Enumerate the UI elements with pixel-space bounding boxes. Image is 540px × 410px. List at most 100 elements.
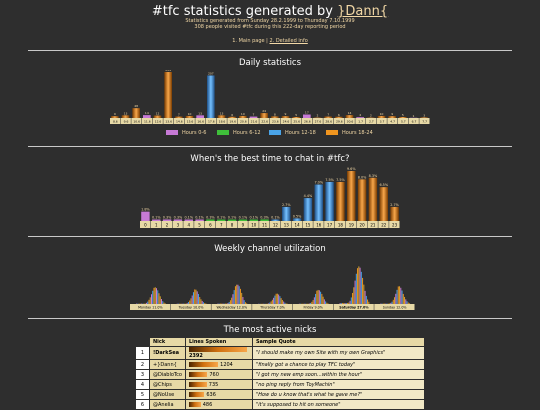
weekly-bar [326, 303, 327, 304]
daily-bar-label: 9 [114, 112, 116, 116]
nav-main-page[interactable]: 1. Main page [232, 38, 264, 44]
nav-detailed-info[interactable]: 2. Detailed info [269, 38, 307, 44]
weekly-bar [363, 285, 364, 304]
weekly-bar [314, 297, 315, 304]
weekly-bar [241, 293, 242, 304]
hourly-tick-label: 11 [262, 222, 268, 227]
hourly-tick-label: 4 [187, 222, 190, 227]
hourly-tick-label: 18 [338, 222, 344, 227]
hourly-bar-label: 8.3% [369, 174, 378, 178]
weekly-bar [351, 297, 352, 304]
hourly-bar-label: 7.5% [325, 178, 334, 182]
quote-cell: "I should make my own Site with my own G… [252, 347, 424, 360]
author-link[interactable]: }Dann{ [337, 4, 388, 19]
hourly-tick-label: 21 [370, 222, 376, 227]
lines-bar [189, 372, 207, 377]
daily-chart: 98.6139.64810.61411.61212.622413.6714.61… [110, 70, 430, 128]
hourly-tick-label: 15 [305, 222, 311, 227]
daily-tick-label: 7.7 [422, 120, 427, 124]
daily-bar [154, 116, 162, 118]
hourly-bar [271, 220, 279, 222]
daily-tick-label: 17.6 [208, 120, 215, 124]
lines-cell: 636 [185, 390, 252, 400]
rank-cell: 2 [136, 360, 150, 370]
rank-cell: 1 [136, 347, 150, 360]
weekly-bar [156, 288, 157, 304]
hourly-bar-label: 0.3% [174, 215, 183, 219]
daily-bar-label: 2 [317, 114, 319, 118]
hourly-bar-label: 0.1% [228, 216, 237, 220]
weekly-bar [150, 297, 151, 304]
weekly-bar [392, 302, 393, 304]
hourly-bar [163, 219, 171, 221]
hourly-bar-label: 0.1% [249, 216, 258, 220]
nick-cell: @NoUse [150, 390, 186, 400]
weekly-bar [366, 296, 367, 304]
weekly-bar [283, 302, 284, 304]
weekly-bar [360, 268, 361, 304]
weekly-bar [227, 303, 228, 304]
weekly-bar [189, 301, 190, 304]
hourly-bar [369, 178, 377, 221]
weekly-bar [325, 301, 326, 304]
daily-bar-label: 6 [231, 113, 233, 117]
weekly-bar [164, 303, 165, 304]
weekly-bar [403, 294, 404, 304]
legend-swatch-purple [166, 130, 178, 135]
daily-bar [111, 116, 119, 118]
weekly-bar [200, 299, 201, 304]
hourly-bar-label: 0.1% [195, 216, 204, 220]
hourly-bar-label: 4.4% [304, 194, 313, 198]
daily-bar [260, 113, 268, 118]
daily-bar-label: 4 [359, 113, 361, 117]
lines-value: 636 [206, 392, 216, 398]
weekly-bar [399, 286, 400, 304]
lines-bar [189, 382, 207, 387]
weekly-bar [393, 300, 394, 304]
weekly-bar [154, 288, 155, 304]
quote-cell: "no ping reply from ToyMachin" [252, 380, 424, 390]
weekly-bar [161, 299, 162, 304]
hourly-bar-label: 7.5% [336, 178, 345, 182]
hourly-bar-label: 0.5% [293, 214, 302, 218]
weekly-bar [232, 294, 233, 304]
weekly-bar [187, 303, 188, 304]
weekly-bar [195, 290, 196, 304]
weekly-bar [235, 286, 236, 304]
weekly-bar [204, 303, 205, 304]
daily-tick-label: 18.6 [219, 120, 226, 124]
weekly-bar [281, 298, 282, 304]
lines-bar [189, 347, 247, 352]
hourly-bar-label: 0.3% [163, 215, 172, 219]
weekly-bar [398, 286, 399, 304]
daily-bar [228, 117, 236, 118]
weekly-bar [162, 301, 163, 304]
lines-bar [189, 392, 204, 397]
divider [28, 318, 512, 319]
weekly-bar [341, 303, 342, 304]
weekly-bar [197, 291, 198, 304]
daily-bar-label: 7 [253, 113, 255, 117]
daily-bar [164, 72, 172, 118]
weekly-bar [362, 278, 363, 304]
daily-tick-label: 5.7 [401, 120, 406, 124]
weekly-bar [340, 303, 341, 304]
daily-bar [292, 117, 300, 118]
weekly-day-label: Saturday 27.0% [339, 305, 369, 309]
lines-value: 1204 [220, 362, 233, 368]
weekly-bar [274, 296, 275, 304]
weekly-day-label: Sunday 12.0% [383, 305, 407, 309]
daily-bar-label: 13 [220, 111, 224, 115]
hourly-tick-label: 20 [360, 222, 366, 227]
daily-tick-label: 14.6 [176, 120, 183, 124]
weekly-bar [358, 266, 359, 304]
lines-value: 735 [209, 382, 219, 388]
legend-12-18: Hours 12-18 [269, 130, 316, 136]
weekly-bar [190, 298, 191, 304]
legend-6-12: Hours 6-12 [217, 130, 261, 136]
weekly-bar [245, 302, 246, 304]
weekly-bar [269, 302, 270, 304]
weekly-bar [160, 296, 161, 304]
weekly-bar [397, 290, 398, 304]
